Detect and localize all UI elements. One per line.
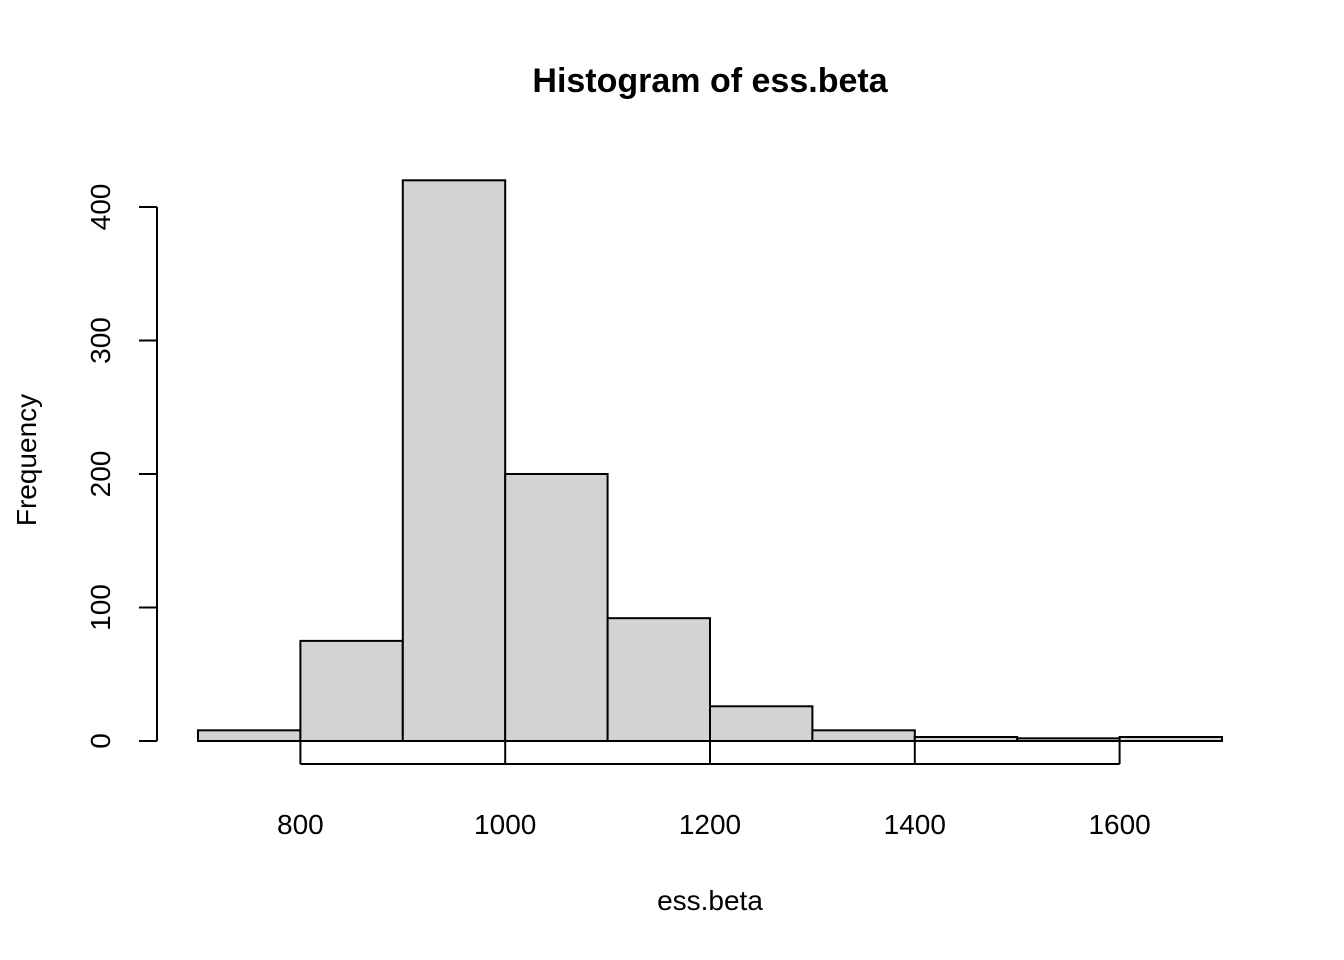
histogram-bar-1600-1700 — [1118, 735, 1223, 742]
histogram-bar-900-1000 — [401, 179, 507, 743]
histogram-bar-800-900 — [299, 639, 404, 742]
histogram-bar-1000-1100 — [504, 473, 609, 742]
x-tick-label-800: 800 — [277, 809, 324, 840]
x-axis: 800 1000 1200 1400 1600 — [277, 742, 1151, 840]
x-tick-label-1200: 1200 — [679, 809, 741, 840]
x-tick-label-1600: 1600 — [1088, 809, 1150, 840]
histogram-bar-1100-1200 — [606, 617, 711, 742]
histogram-bar-1500-1600 — [1016, 737, 1121, 743]
y-tick-label-200: 200 — [85, 451, 116, 498]
y-axis-label: Frequency — [11, 394, 42, 526]
y-tick-label-300: 300 — [85, 317, 116, 364]
y-tick-label-0: 0 — [85, 733, 116, 749]
y-axis: 0 100 200 300 400 — [85, 184, 158, 749]
x-tick-label-1000: 1000 — [474, 809, 536, 840]
x-axis-label: ess.beta — [657, 885, 763, 916]
histogram-bar-1300-1400 — [811, 729, 916, 743]
bars-group — [197, 179, 1223, 743]
x-tick-label-1400: 1400 — [884, 809, 946, 840]
histogram-bar-1200-1300 — [709, 705, 814, 742]
y-tick-label-400: 400 — [85, 184, 116, 231]
chart-title: Histogram of ess.beta — [532, 62, 888, 100]
histogram-bar-700-800 — [197, 729, 302, 743]
histogram-bar-1400-1500 — [913, 735, 1019, 742]
y-tick-label-100: 100 — [85, 584, 116, 631]
